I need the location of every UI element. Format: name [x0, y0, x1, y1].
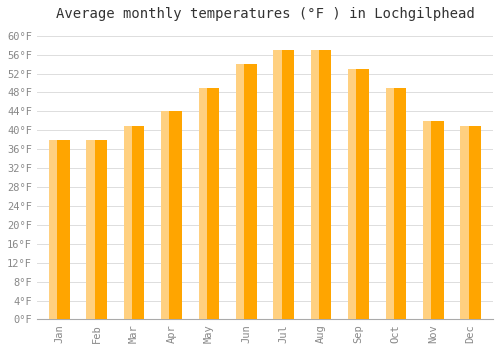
Bar: [274, 50, 283, 320]
Bar: [49, 140, 59, 320]
Bar: [460, 126, 481, 320]
Bar: [274, 50, 294, 320]
Title: Average monthly temperatures (°F ) in Lochgilphead: Average monthly temperatures (°F ) in Lo…: [56, 7, 474, 21]
Bar: [310, 50, 321, 320]
Bar: [198, 88, 209, 320]
Bar: [236, 64, 246, 320]
Bar: [124, 126, 134, 320]
Bar: [244, 64, 252, 320]
Bar: [132, 126, 140, 320]
Bar: [124, 126, 144, 320]
Bar: [236, 64, 256, 320]
Bar: [468, 126, 477, 320]
Bar: [319, 50, 327, 320]
Bar: [431, 121, 440, 320]
Bar: [394, 88, 402, 320]
Bar: [386, 88, 396, 320]
Bar: [57, 140, 66, 320]
Bar: [356, 69, 364, 320]
Bar: [94, 140, 103, 320]
Bar: [423, 121, 433, 320]
Bar: [170, 111, 177, 320]
Bar: [207, 88, 215, 320]
Bar: [198, 88, 219, 320]
Bar: [348, 69, 358, 320]
Bar: [310, 50, 332, 320]
Bar: [348, 69, 368, 320]
Bar: [49, 140, 70, 320]
Bar: [161, 111, 172, 320]
Bar: [386, 88, 406, 320]
Bar: [86, 140, 97, 320]
Bar: [282, 50, 290, 320]
Bar: [460, 126, 470, 320]
Bar: [86, 140, 107, 320]
Bar: [423, 121, 444, 320]
Bar: [161, 111, 182, 320]
